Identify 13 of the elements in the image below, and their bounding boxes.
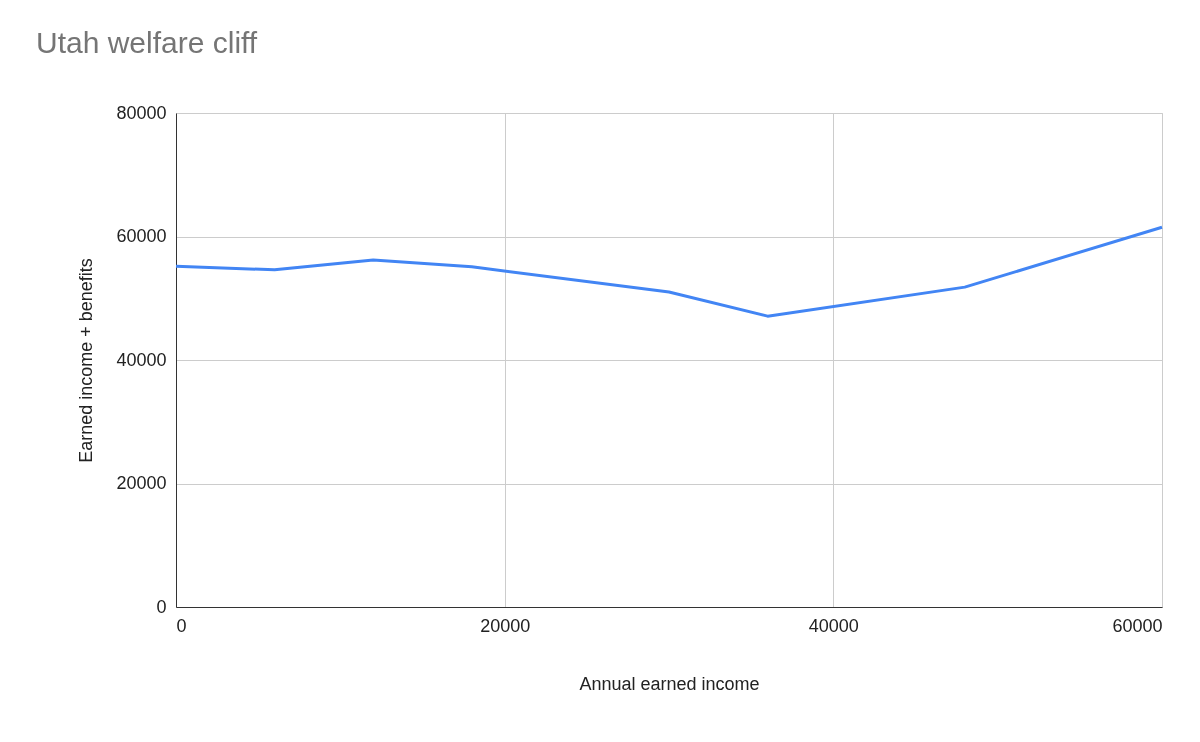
y-axis-title: Earned income + benefits	[76, 258, 97, 463]
chart-title: Utah welfare cliff	[36, 26, 258, 59]
x-tick-label: 40000	[808, 615, 859, 636]
line-series	[174, 225, 1164, 318]
x-tick-label: 60000	[1112, 615, 1163, 636]
y-tick-label: 0	[156, 596, 167, 617]
x-tick-label: 20000	[480, 615, 531, 636]
y-tick-label: 80000	[116, 102, 167, 123]
y-tick-label: 60000	[116, 226, 167, 246]
y-tick-label: 20000	[116, 473, 167, 493]
x-tick-label: 0	[176, 615, 187, 636]
y-tick-label: 40000	[116, 349, 167, 370]
x-axis-title: Annual earned income	[579, 673, 760, 694]
